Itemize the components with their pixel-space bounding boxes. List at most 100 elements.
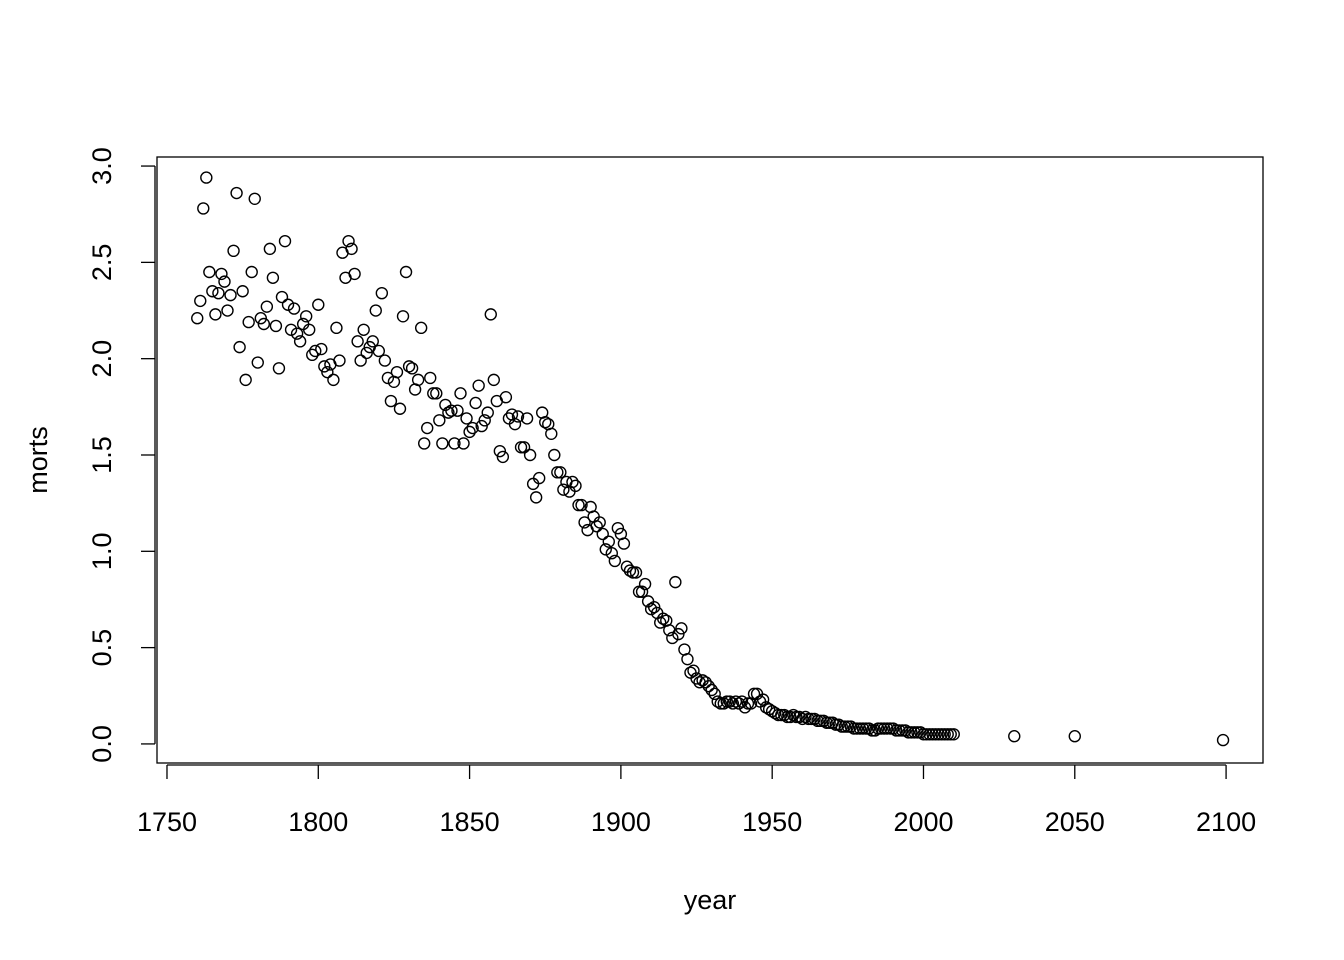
- point: [520, 412, 534, 425]
- point: [551, 466, 564, 479]
- point: [251, 356, 264, 369]
- point: [269, 319, 283, 333]
- point: [242, 315, 255, 329]
- point: [206, 285, 219, 298]
- point: [756, 693, 770, 706]
- point: [481, 406, 494, 419]
- point: [687, 664, 700, 677]
- point: [932, 728, 945, 741]
- point: [865, 724, 879, 737]
- point: [635, 585, 649, 598]
- point: [605, 547, 619, 560]
- point: [626, 566, 640, 579]
- point: [427, 387, 440, 400]
- point: [784, 710, 797, 724]
- point: [868, 724, 882, 737]
- point: [578, 516, 591, 529]
- point: [644, 602, 658, 616]
- point: [593, 516, 606, 529]
- point: [781, 710, 794, 724]
- point: [896, 724, 909, 737]
- point: [557, 483, 570, 496]
- point: [554, 466, 567, 479]
- y-tick-label: 1.0: [87, 533, 117, 571]
- point: [741, 697, 755, 710]
- point: [611, 521, 625, 535]
- point: [454, 387, 467, 400]
- point: [877, 722, 891, 735]
- point: [430, 387, 443, 400]
- point: [893, 724, 906, 737]
- point: [475, 419, 488, 433]
- point: [938, 728, 951, 741]
- point: [472, 379, 485, 392]
- point: [738, 701, 752, 714]
- point: [608, 554, 622, 568]
- point: [887, 722, 900, 735]
- point: [820, 716, 833, 729]
- point: [775, 708, 788, 722]
- x-tick-label: 2050: [1045, 807, 1105, 837]
- y-tick-label: 1.5: [87, 436, 117, 474]
- point: [445, 404, 458, 417]
- point: [284, 323, 298, 336]
- point: [762, 703, 776, 716]
- point: [539, 416, 552, 429]
- point: [523, 448, 537, 462]
- point: [272, 362, 286, 375]
- point: [905, 726, 918, 739]
- point: [944, 728, 957, 741]
- point: [799, 710, 812, 724]
- point: [880, 722, 894, 735]
- point: [617, 537, 631, 550]
- point: [702, 679, 715, 693]
- point: [654, 616, 667, 629]
- point: [838, 720, 852, 733]
- y-tick-label: 0.5: [87, 629, 117, 667]
- point: [457, 437, 470, 450]
- point: [732, 697, 746, 710]
- point: [227, 244, 240, 258]
- point: [493, 444, 507, 458]
- point: [1008, 730, 1021, 743]
- point: [723, 695, 737, 708]
- point: [390, 365, 404, 379]
- point: [348, 267, 361, 281]
- point: [793, 710, 806, 724]
- point: [569, 479, 582, 493]
- point: [357, 323, 370, 336]
- x-tick-label: 1850: [440, 807, 500, 837]
- point: [572, 498, 585, 512]
- point: [405, 362, 419, 375]
- point: [883, 722, 897, 735]
- point: [306, 348, 319, 362]
- point: [823, 716, 836, 729]
- point: [669, 575, 682, 589]
- point: [424, 371, 437, 385]
- x-tick-label: 2000: [893, 807, 953, 837]
- point: [499, 391, 513, 404]
- point: [911, 726, 924, 739]
- point: [260, 300, 274, 313]
- point: [342, 234, 355, 248]
- point: [378, 354, 392, 367]
- point: [345, 242, 358, 256]
- point: [926, 728, 939, 741]
- point: [856, 722, 870, 735]
- point: [629, 566, 643, 579]
- point: [657, 612, 670, 625]
- point: [469, 396, 482, 410]
- y-tick-label: 3.0: [87, 147, 117, 185]
- point: [796, 712, 809, 726]
- point: [811, 714, 824, 728]
- point: [814, 714, 827, 728]
- point: [672, 627, 685, 641]
- point: [699, 676, 712, 689]
- point: [436, 437, 449, 450]
- point: [448, 437, 461, 450]
- point: [790, 710, 803, 724]
- point: [248, 192, 261, 205]
- point: [902, 726, 915, 739]
- point: [433, 414, 446, 427]
- point: [711, 695, 724, 708]
